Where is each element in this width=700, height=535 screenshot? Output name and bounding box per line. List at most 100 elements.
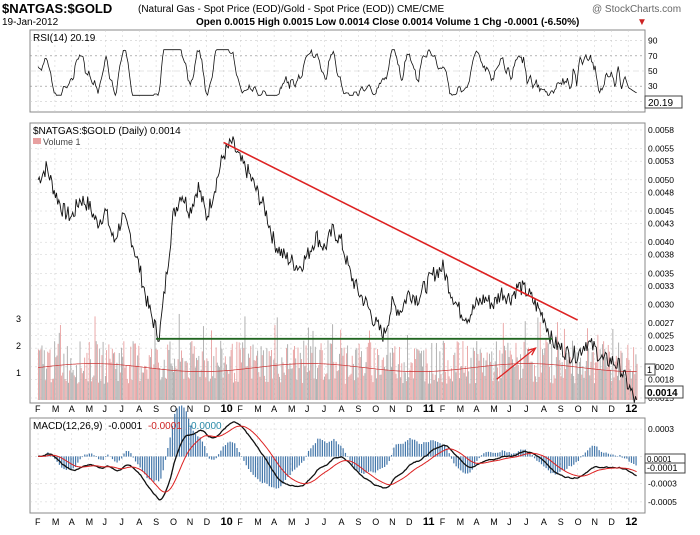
volume-bar	[201, 370, 202, 400]
volume-bar	[579, 362, 580, 400]
volume-bar	[108, 344, 109, 400]
volume-bar	[368, 343, 369, 400]
macd-histogram-bar	[232, 442, 233, 456]
volume-bar	[462, 341, 463, 400]
x-axis-label: 11	[423, 516, 435, 528]
volume-bar	[90, 359, 91, 400]
x-axis-label: J	[507, 404, 512, 414]
x-axis-label: D	[608, 404, 615, 414]
volume-bar	[236, 342, 237, 400]
macd-histogram-bar	[497, 453, 498, 457]
x-axis-label: J	[524, 404, 529, 414]
macd-histogram-bar	[495, 453, 496, 457]
volume-bar	[286, 348, 287, 400]
x-axis-label: A	[541, 517, 547, 527]
volume-bar	[542, 349, 543, 400]
volume-bar	[472, 367, 473, 400]
volume-bar	[165, 378, 166, 400]
volume-bar	[272, 379, 273, 400]
volume-bar	[110, 359, 111, 400]
macd-histogram-bar	[483, 453, 484, 456]
macd-histogram-bar	[585, 453, 586, 457]
macd-histogram-bar	[336, 441, 337, 456]
volume-bar	[226, 364, 227, 400]
macd-histogram-bar	[453, 456, 454, 463]
volume-bar	[379, 375, 380, 400]
volume-bar	[276, 363, 277, 400]
x-axis-label: A	[339, 517, 345, 527]
volume-bar	[468, 371, 469, 400]
macd-histogram-bar	[278, 456, 279, 488]
volume-bar	[189, 379, 190, 400]
x-axis-label: D	[406, 404, 413, 414]
volume-bar	[491, 351, 492, 400]
volume-bar	[559, 360, 560, 400]
x-axis-label: J	[103, 517, 108, 527]
volume-bar	[291, 369, 292, 400]
volume-bar	[289, 363, 290, 400]
volume-bar	[548, 343, 549, 400]
volume-bar	[360, 357, 361, 400]
x-axis-label: 12	[625, 516, 637, 528]
volume-bar	[614, 377, 615, 400]
volume-bar	[224, 363, 225, 400]
macd-histogram-bar	[306, 456, 307, 457]
volume-bar	[407, 335, 408, 400]
volume-bar	[250, 346, 251, 400]
volume-bar	[362, 367, 363, 400]
macd-histogram-bar	[308, 451, 309, 457]
macd-histogram-bar	[451, 456, 452, 458]
x-axis-label: F	[35, 517, 41, 527]
volume-bar	[361, 351, 362, 400]
volume-bar	[358, 377, 359, 400]
volume-bar	[371, 375, 372, 400]
volume-bar	[140, 381, 141, 400]
volume-bar	[141, 368, 142, 400]
macd-value-3: -0.0000	[188, 421, 222, 432]
x-axis-label: A	[69, 404, 75, 414]
volume-bar	[145, 366, 146, 400]
volume-bar	[243, 348, 244, 400]
volume-bar	[211, 330, 212, 400]
macd-histogram-bar	[361, 456, 362, 473]
macd-histogram-bar	[356, 456, 357, 469]
volume-bar	[81, 368, 82, 400]
macd-histogram-bar	[114, 456, 115, 461]
volume-bar	[157, 350, 158, 400]
macd-value-1: -0.0001	[108, 421, 142, 432]
volume-bar	[40, 349, 41, 400]
macd-histogram-bar	[128, 451, 129, 456]
volume-bar	[80, 341, 81, 400]
volume-bar	[558, 346, 559, 400]
volume-bar	[474, 351, 475, 400]
macd-histogram-bar	[629, 456, 630, 461]
volume-bar	[337, 371, 338, 400]
macd-histogram-bar	[576, 456, 577, 462]
volume-bar	[121, 348, 122, 400]
volume-bar	[161, 377, 162, 400]
macd-histogram-bar	[432, 440, 433, 456]
volume-bar	[95, 316, 96, 400]
volume-bar	[355, 350, 356, 400]
macd-histogram-bar	[582, 455, 583, 456]
x-axis-label: D	[608, 517, 615, 527]
volume-bar	[452, 381, 453, 400]
volume-bar	[206, 358, 207, 400]
macd-histogram-bar	[96, 456, 97, 457]
volume-bar	[497, 367, 498, 400]
macd-histogram-bar	[93, 455, 94, 456]
volume-bar	[496, 341, 497, 400]
volume-bar	[447, 360, 448, 400]
price-tick-label: 0.0030	[648, 300, 674, 310]
volume-bar	[524, 342, 525, 400]
volume-bar	[507, 343, 508, 400]
volume-bar	[461, 366, 462, 400]
macd-histogram-bar	[204, 446, 205, 456]
macd-tick-label: 0.0003	[648, 424, 674, 434]
volume-bar	[533, 382, 534, 400]
macd-histogram-bar	[135, 456, 136, 461]
macd-histogram-bar	[322, 440, 323, 457]
volume-bar	[74, 375, 75, 400]
macd-histogram-bar	[596, 447, 597, 457]
macd-histogram-bar	[421, 444, 422, 457]
